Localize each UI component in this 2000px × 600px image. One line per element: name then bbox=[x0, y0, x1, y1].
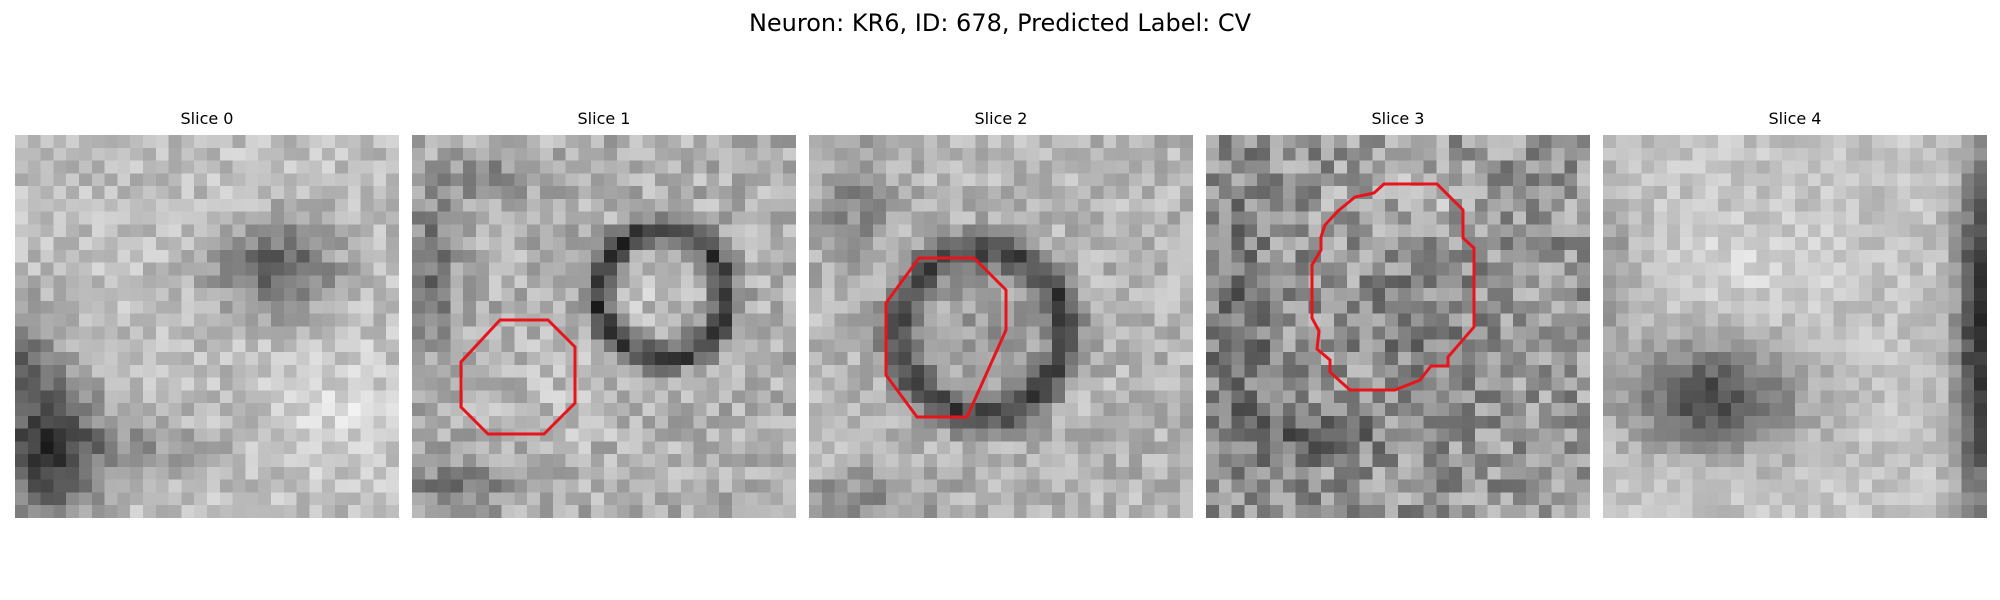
slice-3-contour bbox=[1310, 182, 1476, 392]
slice-2-image bbox=[809, 135, 1193, 518]
contour-outline bbox=[884, 256, 1008, 419]
slice-3-image bbox=[1206, 135, 1590, 518]
slice-2-contour bbox=[884, 256, 1008, 419]
slice-2-title: Slice 2 bbox=[974, 109, 1028, 128]
slice-1-contour bbox=[459, 318, 577, 436]
figure-title: Neuron: KR6, ID: 678, Predicted Label: C… bbox=[748, 9, 1252, 37]
slice-3-canvas bbox=[1206, 135, 1590, 518]
slice-1-image bbox=[412, 135, 796, 518]
slice-1-title: Slice 1 bbox=[577, 109, 631, 128]
slice-2-canvas bbox=[809, 135, 1193, 518]
slice-4-title: Slice 4 bbox=[1768, 109, 1822, 128]
contour-outline bbox=[1310, 182, 1476, 392]
contour-outline bbox=[459, 318, 577, 436]
slice-4-canvas bbox=[1603, 135, 1987, 518]
slice-4-image bbox=[1603, 135, 1987, 518]
slice-0-canvas bbox=[15, 135, 399, 518]
slice-0-image bbox=[15, 135, 399, 518]
slice-3-title: Slice 3 bbox=[1371, 109, 1425, 128]
slice-1-canvas bbox=[412, 135, 796, 518]
slice-0-title: Slice 0 bbox=[180, 109, 234, 128]
